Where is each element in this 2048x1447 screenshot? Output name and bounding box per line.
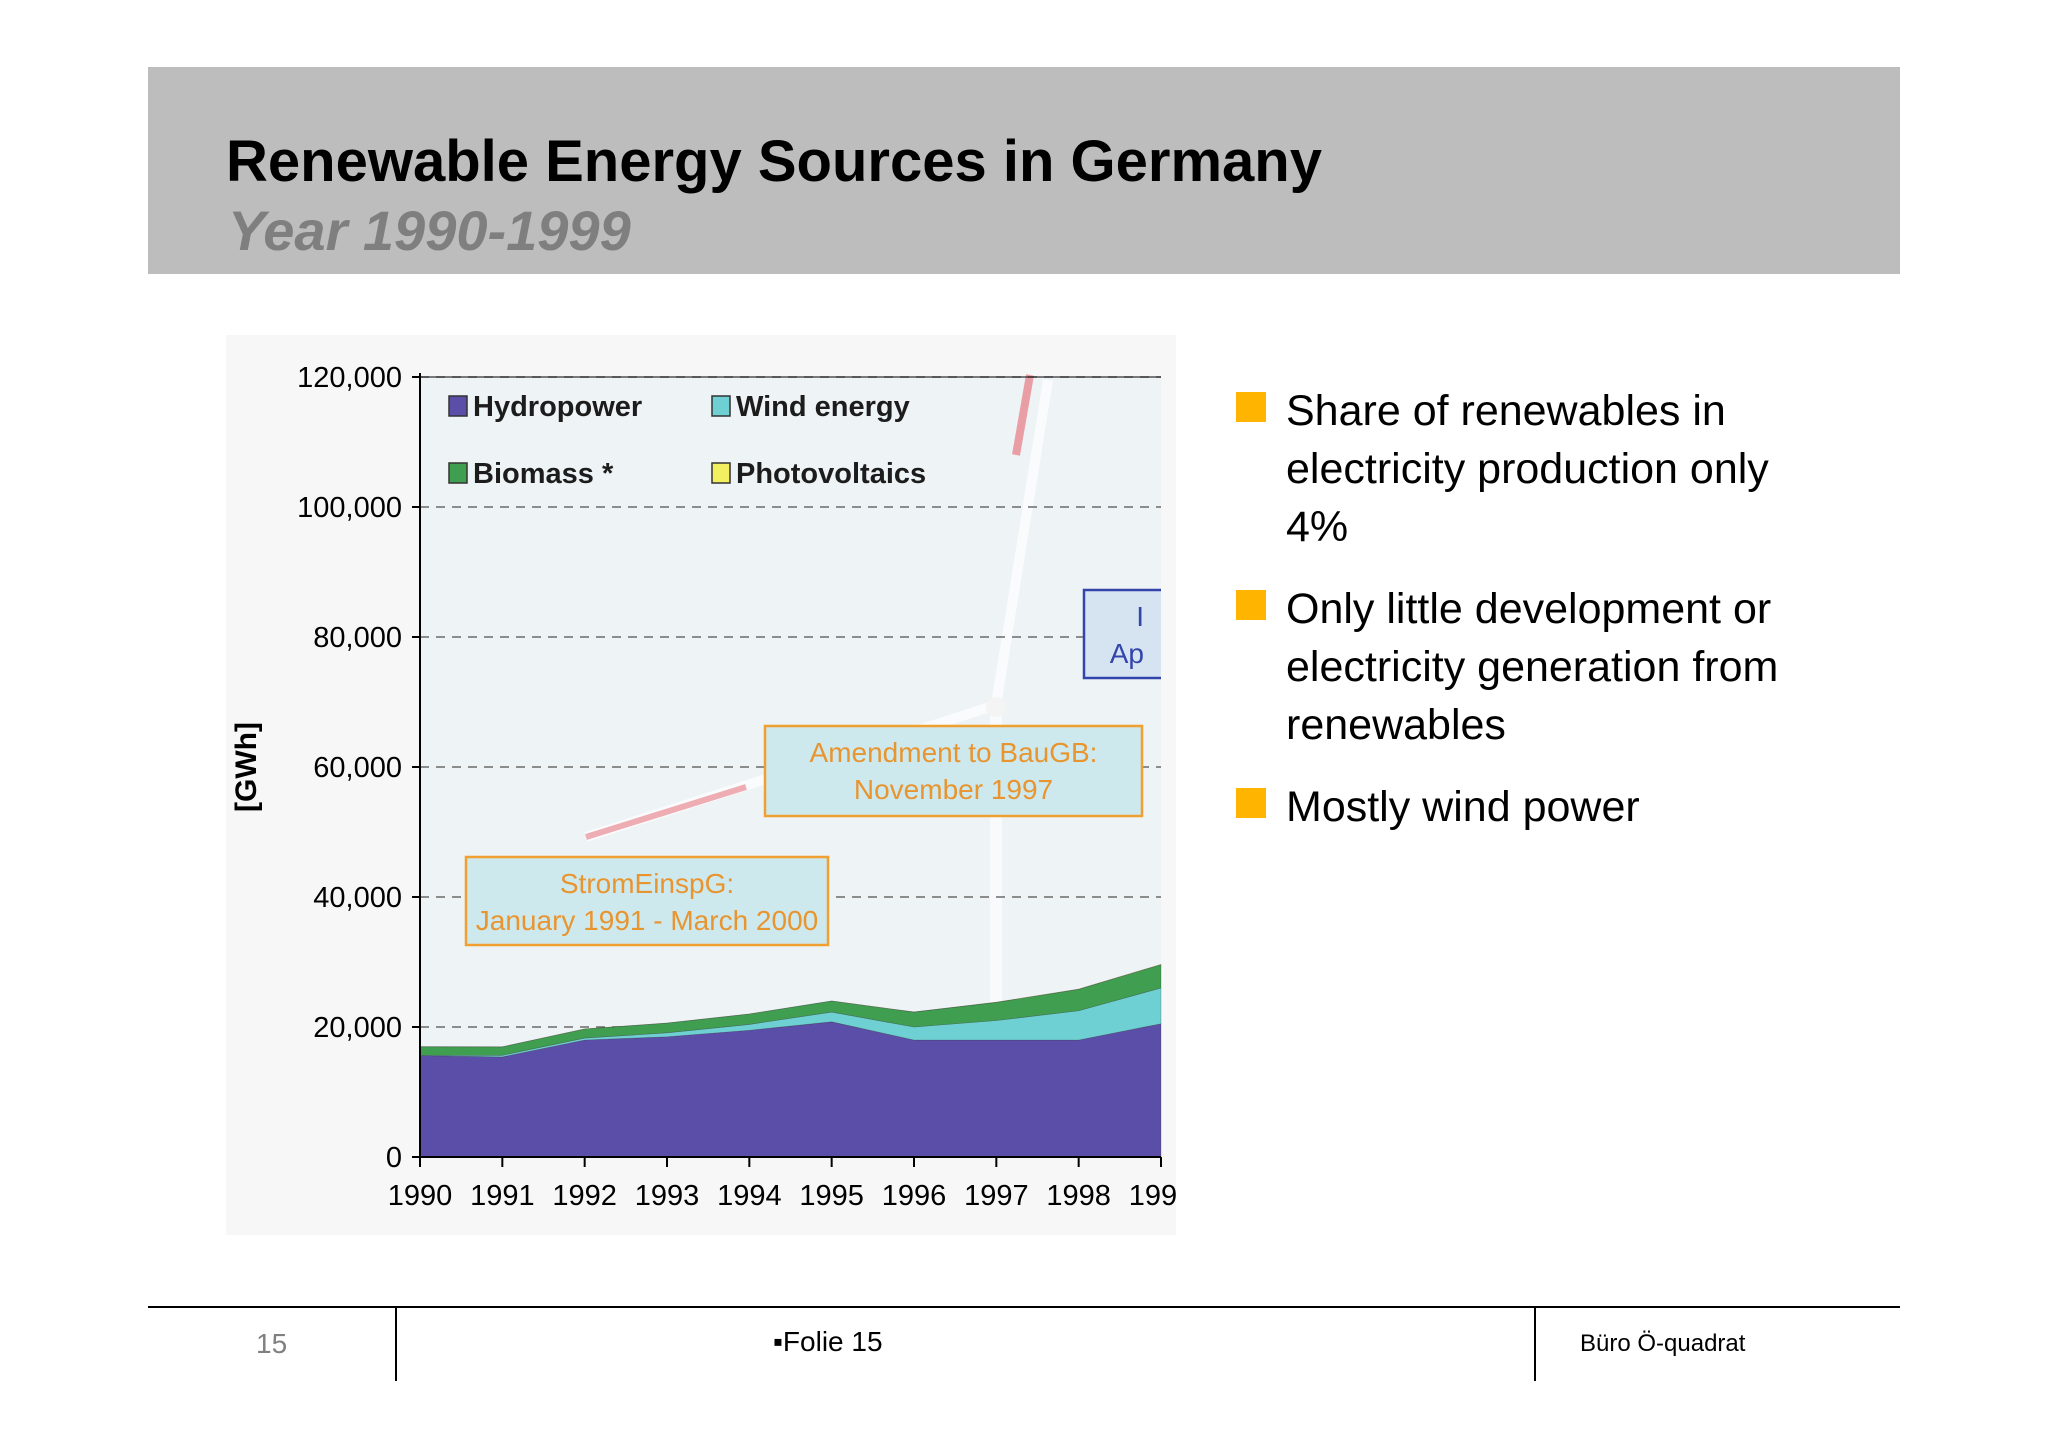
y-tick-label: 0 bbox=[386, 1142, 402, 1174]
bullet-list: Share of renewables in electricity produ… bbox=[1236, 382, 1796, 860]
company-name: Büro Ö-quadrat bbox=[1580, 1330, 1746, 1357]
annotation-text: January 1991 - March 2000 bbox=[476, 905, 818, 936]
legend-label: Wind energy bbox=[736, 391, 910, 423]
turbine-hub bbox=[986, 697, 1006, 717]
bullet-square-icon bbox=[1236, 590, 1266, 620]
y-axis-label: [GWh] bbox=[230, 722, 263, 812]
bullet-text: Mostly wind power bbox=[1286, 783, 1640, 831]
x-tick-label: 1992 bbox=[552, 1180, 617, 1212]
footer-separator bbox=[395, 1306, 397, 1381]
folie-label: ▪Folie 15 bbox=[773, 1326, 883, 1357]
footer-divider bbox=[148, 1306, 1900, 1308]
legend-swatch bbox=[448, 462, 468, 484]
title-banner bbox=[148, 67, 1900, 274]
bullet-item: Only little development or electricity g… bbox=[1236, 580, 1796, 754]
area-chart: 0 20,000 40,000 60,000 80,000 100,000 120,000 1… bbox=[230, 362, 1176, 1212]
chart-panel: 0 20,000 40,000 60,000 80,000 100,000 120,000 1… bbox=[226, 335, 1176, 1235]
y-tick-label: 40,000 bbox=[313, 882, 402, 914]
annotation-text: November 1997 bbox=[854, 774, 1053, 805]
plot-right-mask bbox=[1161, 575, 1176, 695]
bullet-item: Mostly wind power bbox=[1236, 778, 1796, 836]
x-tick-label: 1995 bbox=[799, 1180, 864, 1212]
x-tick-label: 1996 bbox=[882, 1180, 947, 1212]
x-tick-label: 1991 bbox=[470, 1180, 535, 1212]
bullet-text: Share of renewables in electricity produ… bbox=[1286, 387, 1769, 551]
x-tick-label: 1993 bbox=[635, 1180, 700, 1212]
bullet-item: Share of renewables in electricity produ… bbox=[1236, 382, 1796, 556]
annotation-text: Ap bbox=[1110, 638, 1144, 669]
x-tick-label: 1998 bbox=[1046, 1180, 1111, 1212]
annotation-text: I bbox=[1136, 601, 1144, 632]
x-tick-label: 1990 bbox=[388, 1180, 453, 1212]
slide-title: Renewable Energy Sources in Germany bbox=[226, 129, 1322, 194]
y-tick-label: 60,000 bbox=[313, 752, 402, 784]
y-tick-label: 80,000 bbox=[313, 622, 402, 654]
y-tick-label: 20,000 bbox=[313, 1012, 402, 1044]
footer-separator bbox=[1534, 1306, 1536, 1381]
y-tick-label: 100,000 bbox=[297, 492, 402, 524]
bullet-square-icon bbox=[1236, 392, 1266, 422]
legend-label: Biomass * bbox=[473, 458, 614, 490]
y-tick-label: 120,000 bbox=[297, 362, 402, 394]
slide-subtitle: Year 1990-1999 bbox=[228, 199, 631, 262]
legend-swatch bbox=[448, 395, 468, 417]
annotation-box bbox=[763, 724, 1144, 818]
series-area-photovoltaics bbox=[419, 964, 1162, 1048]
turbine-blade-tip bbox=[585, 784, 747, 840]
page-number: 15 bbox=[256, 1328, 288, 1359]
annotation-text: Amendment to BauGB: bbox=[810, 737, 1098, 768]
bullet-square-icon bbox=[1236, 788, 1266, 818]
annotation-text: StromEinspG: bbox=[560, 868, 734, 899]
legend-label: Hydropower bbox=[473, 391, 642, 423]
annotation-box bbox=[464, 855, 830, 947]
bullet-text: Only little development or electricity g… bbox=[1286, 585, 1779, 749]
x-tick-label: 1999 bbox=[1129, 1180, 1176, 1212]
x-tick-label: 1997 bbox=[964, 1180, 1029, 1212]
legend-label: Photovoltaics bbox=[736, 458, 926, 490]
legend-swatch bbox=[711, 395, 731, 417]
turbine-blade-tip bbox=[1012, 374, 1034, 456]
legend-swatch bbox=[711, 462, 731, 484]
turbine-blade bbox=[991, 379, 1053, 706]
x-tick-label: 1994 bbox=[717, 1180, 782, 1212]
